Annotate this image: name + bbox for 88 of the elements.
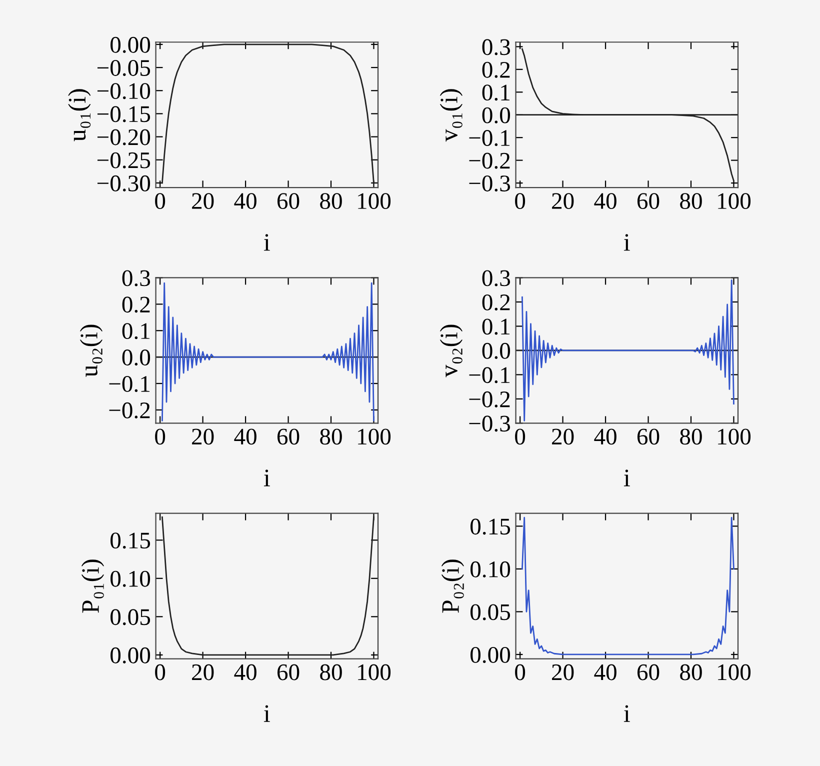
y-axis-title: P₀₂(i) <box>441 560 464 613</box>
y-tick-label: −0.3 <box>469 176 510 192</box>
x-tick-label: 60 <box>637 428 660 445</box>
x-tick-label: 80 <box>680 428 702 445</box>
y-axis-title: u₀₁(i) <box>68 89 91 142</box>
x-tick-label: 100 <box>718 664 751 680</box>
x-tick-label: 60 <box>277 664 300 680</box>
line-series <box>522 516 734 656</box>
y-axis-title: v₀₁(i) <box>440 89 463 142</box>
x-axis-title: i <box>624 470 630 486</box>
line-series <box>522 279 734 422</box>
x-tick-label: 100 <box>718 193 751 210</box>
x-axis-title: i <box>624 234 630 251</box>
x-tick-label: 100 <box>358 664 391 680</box>
x-tick-label: 60 <box>277 428 300 445</box>
y-tick-label: 0.05 <box>470 604 510 620</box>
y-tick-label: 0.2 <box>482 62 510 78</box>
y-tick-label: −0.1 <box>469 130 510 146</box>
y-tick-label: 0.3 <box>482 270 510 286</box>
y-tick-label: −0.2 <box>469 152 510 169</box>
y-tick-label: −0.30 <box>97 175 150 192</box>
y-tick-label: 0.05 <box>110 609 150 626</box>
y-tick-label: 0.00 <box>110 647 150 664</box>
x-tick-label: 80 <box>320 193 342 210</box>
y-tick-label: 0.2 <box>122 296 150 313</box>
x-tick-label: 40 <box>234 428 256 445</box>
y-tick-label: 0.2 <box>482 294 510 310</box>
x-tick-label: 40 <box>594 193 616 210</box>
x-tick-label: 0 <box>155 664 166 680</box>
y-tick-label: −0.15 <box>97 106 150 122</box>
x-axis-title: i <box>624 705 630 722</box>
x-tick-label: 80 <box>680 193 702 210</box>
x-tick-label: 60 <box>277 193 300 210</box>
y-tick-label: −0.2 <box>109 402 150 418</box>
y-tick-label: −0.1 <box>469 367 510 384</box>
x-tick-label: 60 <box>637 664 660 680</box>
x-axis-title: i <box>264 234 270 251</box>
x-tick-label: 20 <box>192 193 214 210</box>
y-tick-label: −0.1 <box>109 376 150 392</box>
x-tick-label: 100 <box>358 428 391 445</box>
y-tick-label: −0.05 <box>97 60 150 76</box>
y-tick-label: −0.20 <box>97 129 150 146</box>
x-tick-label: 40 <box>234 193 256 210</box>
y-tick-label: 0.3 <box>482 39 510 56</box>
x-tick-label: 60 <box>637 193 660 210</box>
y-tick-label: 0.3 <box>122 270 150 286</box>
x-tick-label: 80 <box>320 428 342 445</box>
y-tick-label: 0.1 <box>122 323 150 340</box>
x-tick-label: 20 <box>192 428 214 445</box>
x-tick-label: 0 <box>515 664 526 680</box>
x-tick-label: 40 <box>234 664 256 680</box>
x-tick-label: 40 <box>594 428 616 445</box>
line-series <box>162 44 374 184</box>
y-tick-label: −0.3 <box>469 416 510 432</box>
y-tick-label: −0.10 <box>97 83 150 100</box>
x-tick-label: 0 <box>155 428 166 445</box>
x-axis-title: i <box>264 705 270 722</box>
y-tick-label: 0.1 <box>482 318 510 335</box>
x-tick-label: 0 <box>515 193 526 210</box>
y-tick-label: 0.15 <box>110 532 150 549</box>
x-tick-label: 80 <box>320 664 342 680</box>
y-tick-label: 0.10 <box>470 561 510 578</box>
x-tick-label: 80 <box>680 664 702 680</box>
y-tick-label: 0.0 <box>122 350 150 366</box>
x-tick-label: 20 <box>552 428 574 445</box>
x-tick-label: 0 <box>515 428 526 445</box>
x-axis-title: i <box>264 470 270 486</box>
y-tick-label: 0.0 <box>482 107 510 124</box>
y-tick-label: 0.1 <box>482 84 510 101</box>
line-series <box>162 282 374 422</box>
y-axis-title: P₀₁(i) <box>81 560 104 613</box>
x-tick-label: 0 <box>155 193 166 210</box>
y-axis-title: u₀₂(i) <box>80 324 103 377</box>
y-tick-label: 0.0 <box>482 342 510 359</box>
x-tick-label: 100 <box>718 428 751 445</box>
y-tick-label: 0.00 <box>110 36 150 53</box>
x-tick-label: 20 <box>552 193 574 210</box>
y-tick-label: −0.25 <box>97 152 150 168</box>
x-tick-label: 20 <box>552 664 574 680</box>
y-tick-label: 0.10 <box>110 570 150 587</box>
x-tick-label: 40 <box>594 664 616 680</box>
y-axis-title: v₀₂(i) <box>440 324 463 378</box>
y-tick-label: 0.00 <box>470 646 510 664</box>
x-tick-label: 100 <box>358 193 391 210</box>
y-tick-label: 0.15 <box>470 518 510 535</box>
x-tick-label: 20 <box>192 664 214 680</box>
line-series <box>162 516 374 656</box>
y-tick-label: −0.2 <box>469 391 510 408</box>
